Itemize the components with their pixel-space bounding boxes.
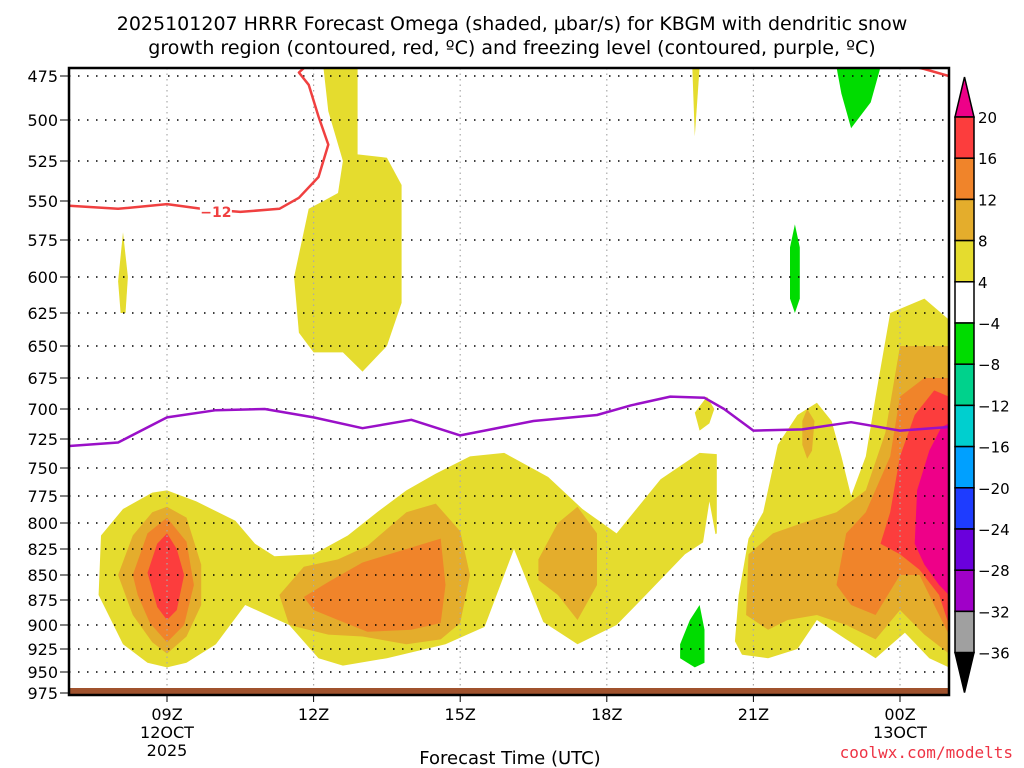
colorbar-swatch (954, 198, 975, 242)
shade-pos-small-18z (694, 396, 715, 431)
colorbar-swatch (954, 487, 975, 530)
colorbar-swatch (954, 528, 975, 571)
y-tick-label: 525 (27, 152, 58, 171)
colorbar-label: −28 (978, 562, 1010, 580)
colorbar-top-arrow (954, 76, 975, 118)
colorbar-swatch (954, 363, 975, 407)
y-tick-label: 475 (27, 67, 58, 86)
contour-dgz-minus-12-upper-right (913, 68, 949, 78)
colorbar-label: 8 (978, 233, 988, 251)
colorbar-label: −16 (978, 439, 1010, 457)
y-tick-label: 825 (27, 540, 58, 559)
y-tick-label: 650 (27, 337, 58, 356)
colorbar-swatch (954, 404, 975, 448)
colorbar-label: −8 (978, 356, 1000, 374)
chart-title-line-2: growth region (contoured, red, ºC) and f… (148, 37, 875, 59)
contour-label-bg (199, 202, 232, 219)
shade-neg-21z-green (748, 68, 773, 134)
shade-neg-20z-teal (680, 605, 705, 668)
contour-lines: −12 (69, 68, 949, 448)
contour-label: −12 (200, 205, 231, 221)
x-tick-label: 09Z (151, 705, 182, 724)
colorbar-swatch (954, 239, 975, 283)
y-tick-label: 850 (27, 566, 58, 585)
shade-pos-09z-red (147, 533, 185, 620)
colorbar-label: −20 (978, 480, 1010, 498)
omega-shaded-regions (98, 68, 949, 693)
colorbar-bottom-arrow (954, 651, 975, 693)
shade-pos-22z-magenta (914, 423, 949, 595)
contour-dgz-minus-12 (69, 68, 330, 214)
y-tick-label: 575 (27, 231, 58, 250)
plot-frame (67, 66, 951, 697)
shade-pos-22z-small-gold (802, 409, 815, 459)
colorbar-swatch (954, 281, 975, 324)
colorbar-swatch (954, 116, 975, 159)
chart-title-line-1: 2025101207 HRRR Forecast Omega (shaded, … (117, 13, 908, 35)
x-tick-label: 12Z (298, 705, 329, 724)
colorbar-swatch (954, 445, 975, 489)
colorbar-label: −24 (978, 521, 1010, 539)
colorbar-swatch (954, 157, 975, 201)
shade-pos-20z-sliver (692, 68, 700, 137)
y-tick-label: 625 (27, 304, 58, 323)
colorbar-label: 20 (978, 109, 997, 127)
y-tick-label: 725 (27, 430, 58, 449)
y-tick-label: 700 (27, 400, 58, 419)
y-axis: 475 500 525 550 575 600 625 650 675 700 725 750 775 8… (27, 67, 69, 703)
y-tick-label: 975 (27, 684, 58, 703)
colorbar-swatch (954, 569, 975, 613)
y-tick-label: 900 (27, 616, 58, 635)
y-tick-label: 600 (27, 268, 58, 287)
x-tick-label: 18Z (591, 705, 622, 724)
y-tick-label: 550 (27, 192, 58, 211)
colorbar-label: 16 (978, 150, 997, 168)
x-tick-sublabel: 12OCT (140, 723, 194, 742)
shade-neg-upper-right-teal1 (836, 68, 881, 129)
contour-freezing-level-0C (69, 395, 949, 448)
y-tick-label: 750 (27, 459, 58, 478)
shade-pos-17z-goldenrod (538, 506, 597, 620)
y-tick-label: 500 (27, 111, 58, 130)
credit-text: coolwx.com/modelts (840, 743, 1013, 762)
colorbar-label: 12 (978, 191, 997, 209)
x-tick-label: 00Z (884, 705, 915, 724)
colorbar-swatch (954, 322, 975, 365)
colorbar-label: −32 (978, 603, 1010, 621)
y-tick-label: 925 (27, 640, 58, 659)
colorbar-legend: 20 16 12 8 4 −4 −8 −12 −16 −20 −24 −28 −32 −36 (954, 76, 1010, 693)
x-tick-label: 15Z (445, 705, 476, 724)
colorbar-swatch (954, 610, 975, 654)
shade-neg-upper-right-teal2 (790, 224, 800, 313)
y-tick-label: 775 (27, 487, 58, 506)
colorbar-label: −4 (978, 315, 1000, 333)
y-tick-label: 675 (27, 369, 58, 388)
y-tick-label: 875 (27, 591, 58, 610)
shade-pos-08z-sliver (118, 232, 128, 313)
x-tick-sublabel: 13OCT (873, 723, 927, 742)
colorbar-label: −36 (978, 645, 1010, 663)
shade-neg-upper-right-green (770, 68, 900, 359)
colorbar-label: −12 (978, 397, 1010, 415)
shade-pos-upper-yellow (294, 68, 402, 372)
x-axis-title: Forecast Time (UTC) (419, 748, 600, 768)
colorbar-label: 4 (978, 274, 988, 292)
y-tick-label: 950 (27, 663, 58, 682)
shade-pos-13z-orange (303, 538, 446, 632)
shade-neg-12z-diamond (303, 435, 319, 471)
grid-lines (69, 68, 949, 695)
x-tick-label: 21Z (738, 705, 769, 724)
ground-surface (69, 688, 949, 695)
x-tick-sublabel: 2025 (147, 741, 188, 760)
y-tick-label: 800 (27, 514, 58, 533)
